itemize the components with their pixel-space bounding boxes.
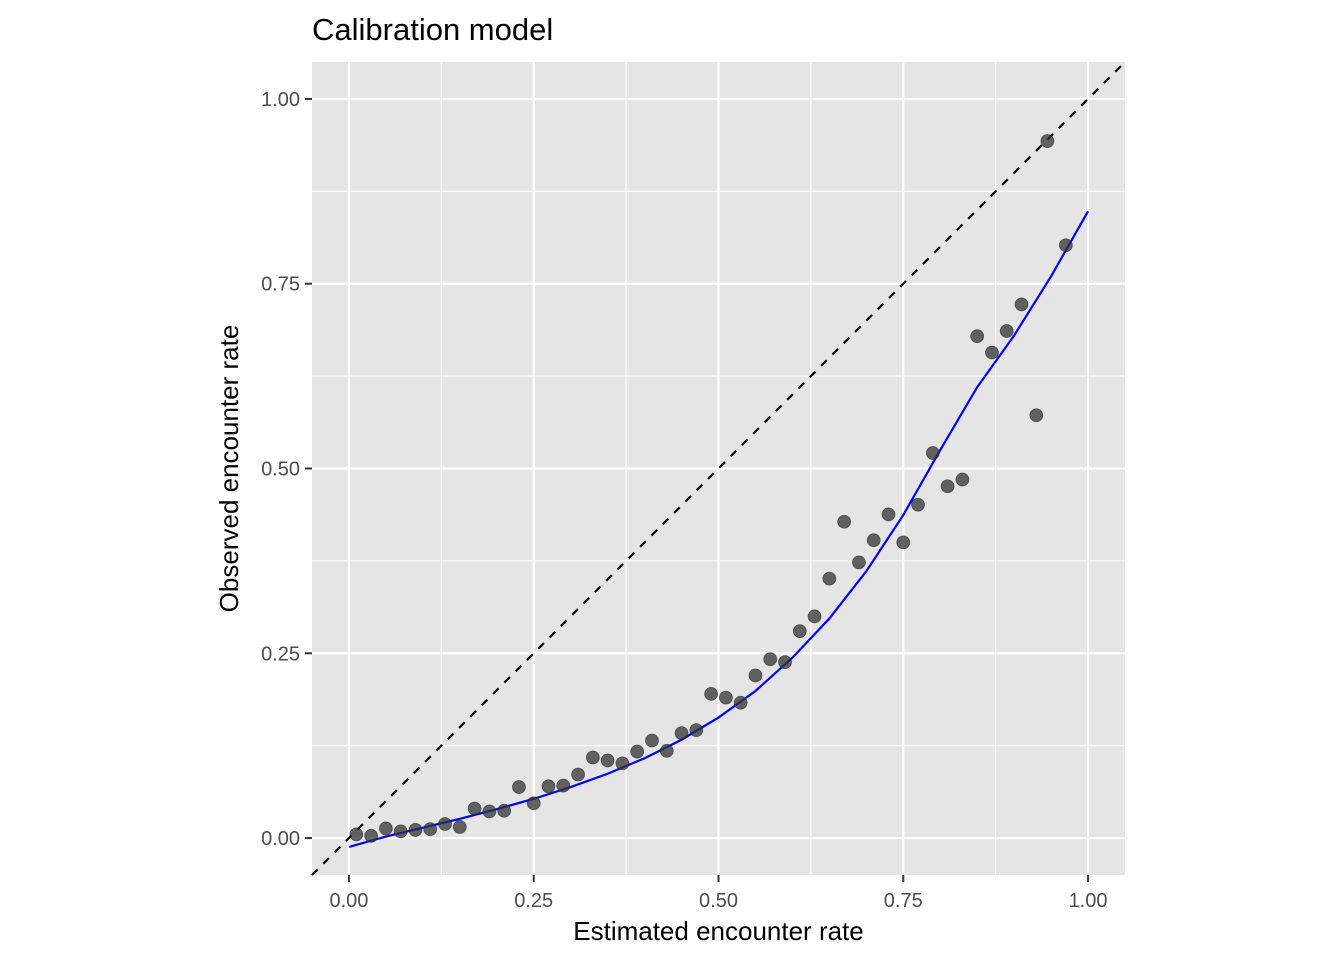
data-point <box>600 753 615 768</box>
data-point <box>718 690 733 705</box>
data-point <box>393 824 408 839</box>
y-tick-label: 0.75 <box>261 274 300 296</box>
data-point <box>438 817 452 831</box>
data-point <box>571 767 585 782</box>
data-point <box>408 823 423 837</box>
data-point <box>852 555 866 570</box>
data-point <box>866 533 881 548</box>
y-tick-label: 0.50 <box>261 459 300 481</box>
data-point <box>512 780 526 794</box>
x-axis-title: Estimated encounter rate <box>573 916 864 946</box>
data-point <box>704 687 719 701</box>
data-point <box>482 804 497 819</box>
data-point <box>630 744 645 759</box>
data-point <box>364 828 379 843</box>
chart-title: Calibration model <box>312 12 553 47</box>
x-tick-label: 0.50 <box>699 890 738 912</box>
data-point <box>674 726 689 740</box>
data-point <box>896 535 911 550</box>
data-point <box>733 695 748 710</box>
data-point <box>985 345 999 360</box>
data-point <box>792 624 807 638</box>
data-point <box>837 514 852 529</box>
y-axis: 0.00 0.25 0.50 0.75 1.00 <box>261 89 312 850</box>
y-tick-label: 0.00 <box>261 828 300 850</box>
fit-curve <box>348 210 1090 848</box>
data-point <box>497 803 512 818</box>
data-point <box>748 668 763 683</box>
data-point <box>526 796 541 811</box>
data-point <box>925 446 940 460</box>
data-point <box>467 801 482 816</box>
data-point <box>1040 134 1055 148</box>
data-point <box>615 756 630 771</box>
y-tick-label: 0.25 <box>261 643 300 665</box>
x-axis: 0.00 0.25 0.50 0.75 1.00 <box>329 875 1108 912</box>
data-point <box>970 329 985 344</box>
fit-curve-line <box>348 210 1090 848</box>
data-point <box>778 655 792 670</box>
data-point <box>1029 408 1044 423</box>
data-point <box>1014 297 1029 312</box>
data-point <box>349 827 364 842</box>
grid-major <box>312 62 1125 875</box>
data-point <box>999 324 1014 338</box>
x-tick-label: 0.00 <box>329 890 368 912</box>
data-point <box>556 778 571 793</box>
y-axis-title: Observed encounter rate <box>214 325 244 613</box>
x-tick-label: 0.25 <box>514 890 553 912</box>
data-point <box>881 507 896 522</box>
data-point <box>955 472 970 487</box>
data-point <box>807 609 822 624</box>
data-point <box>940 479 955 494</box>
data-point <box>585 750 600 765</box>
data-point <box>689 723 704 738</box>
data-point <box>423 822 438 837</box>
x-tick-label: 0.75 <box>884 890 923 912</box>
data-point <box>379 821 393 836</box>
data-point <box>763 652 778 667</box>
y-tick-label: 1.00 <box>261 89 300 111</box>
data-point <box>452 820 467 834</box>
x-tick-label: 1.00 <box>1069 890 1108 912</box>
data-point <box>822 571 837 586</box>
data-point <box>541 779 556 794</box>
data-point <box>1058 238 1073 253</box>
data-point <box>911 497 925 512</box>
data-point <box>659 743 674 758</box>
data-points <box>349 134 1073 843</box>
data-point <box>645 733 659 748</box>
